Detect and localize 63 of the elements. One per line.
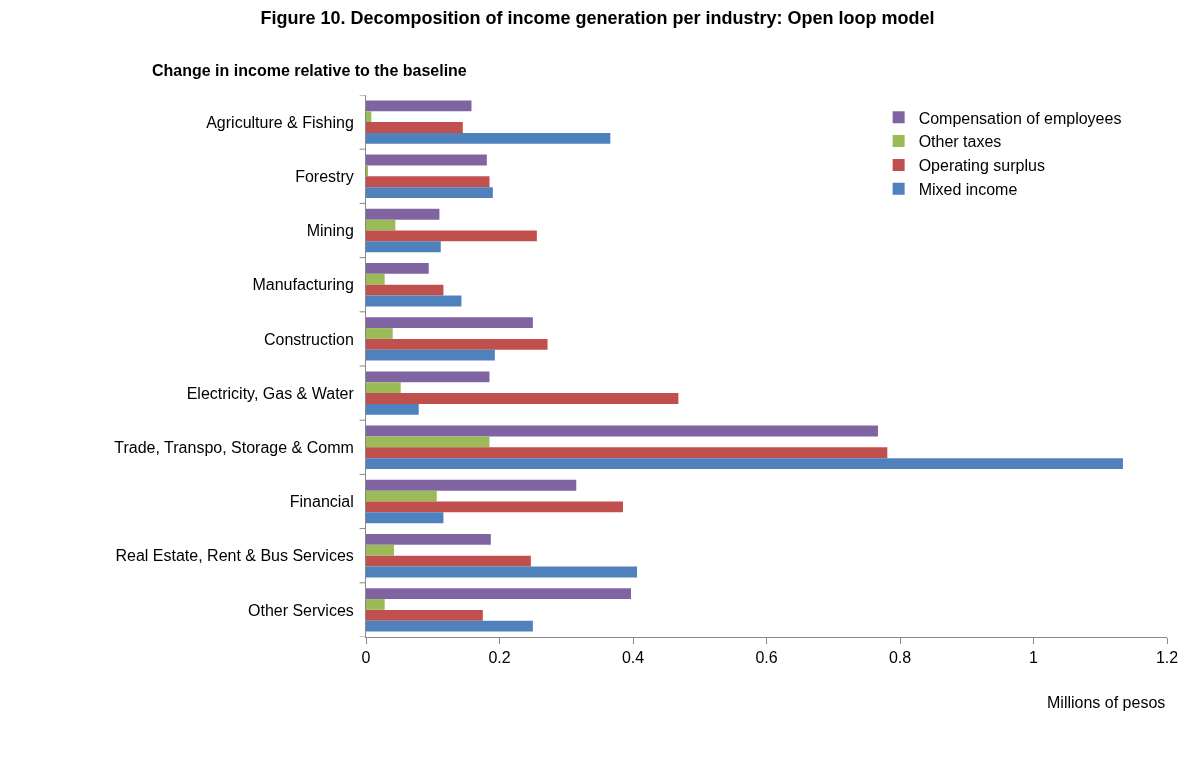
bar [366, 230, 537, 242]
y-tick-label: Financial [289, 493, 354, 511]
x-tick-label: 0.4 [621, 649, 645, 667]
bar [366, 490, 437, 502]
x-tick-label: 0.2 [488, 649, 511, 667]
bar [366, 620, 533, 632]
bar [366, 371, 490, 383]
bar [366, 403, 419, 415]
bar [366, 263, 429, 274]
y-tick-label: Manufacturing [252, 276, 354, 294]
bar [366, 566, 638, 578]
legend-label: Mixed income [918, 180, 1018, 198]
x-axis-title: Millions of pesos [1047, 694, 1166, 711]
bar [366, 241, 441, 253]
bar [366, 544, 395, 556]
bar [366, 393, 679, 404]
bar [366, 512, 444, 524]
bar [366, 501, 623, 513]
chart-subtitle: Change in income relative to the baseline [152, 62, 467, 79]
chart-title: Figure 10. Decomposition of income generation per industry: Open loop model [260, 8, 935, 29]
bar [366, 599, 385, 610]
x-tick-label: 0.8 [888, 649, 912, 667]
bar [366, 534, 491, 545]
legend-label: Other taxes [918, 133, 1002, 151]
y-tick-label: Other Services [247, 601, 354, 619]
bar [366, 176, 490, 188]
y-tick-label: Forestry [295, 167, 354, 185]
y-tick-label: Trade, Transpo, Storage & Comm [114, 438, 354, 456]
bar [366, 273, 385, 285]
bar [366, 219, 396, 231]
y-tick-label: Electricity, Gas & Water [186, 384, 355, 402]
bar [366, 425, 878, 437]
x-tick-label: 1.2 [1155, 649, 1179, 667]
x-tick-label: 1 [1029, 649, 1039, 667]
bar [366, 555, 531, 567]
bar [366, 100, 472, 112]
bar [366, 208, 440, 220]
y-tick-label: Mining [306, 222, 354, 240]
bar [366, 111, 372, 123]
y-tick-label: Construction [263, 330, 354, 348]
bar [366, 338, 548, 350]
y-tick-label: Real Estate, Rent & Bus Services [115, 547, 354, 565]
x-tick-label: 0.6 [755, 649, 778, 667]
legend-label: Compensation of employees [918, 109, 1122, 127]
bar [366, 436, 490, 448]
bar [366, 609, 483, 621]
bar [366, 317, 533, 329]
bar [366, 382, 401, 394]
bar [366, 132, 611, 144]
x-tick-label: 0 [361, 649, 371, 667]
bar [366, 154, 487, 166]
bar [366, 588, 631, 600]
legend-label: Operating surplus [918, 157, 1045, 175]
bar [366, 458, 1123, 469]
bar [366, 122, 463, 133]
bar [366, 349, 495, 361]
bar [366, 295, 462, 307]
y-tick-label: Agriculture & Fishing [206, 113, 354, 131]
bar [366, 284, 444, 296]
bar [366, 187, 493, 198]
bar [366, 328, 393, 339]
bar [366, 479, 577, 491]
bar [366, 447, 888, 459]
